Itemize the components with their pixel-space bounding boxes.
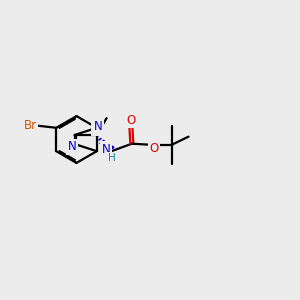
Text: N: N [94, 120, 103, 133]
Text: N: N [68, 140, 76, 154]
Text: O: O [127, 114, 136, 127]
Text: H: H [108, 154, 116, 164]
Text: O: O [149, 142, 159, 155]
Text: Br: Br [24, 119, 37, 132]
Text: N: N [102, 143, 110, 156]
Text: N: N [92, 121, 101, 134]
